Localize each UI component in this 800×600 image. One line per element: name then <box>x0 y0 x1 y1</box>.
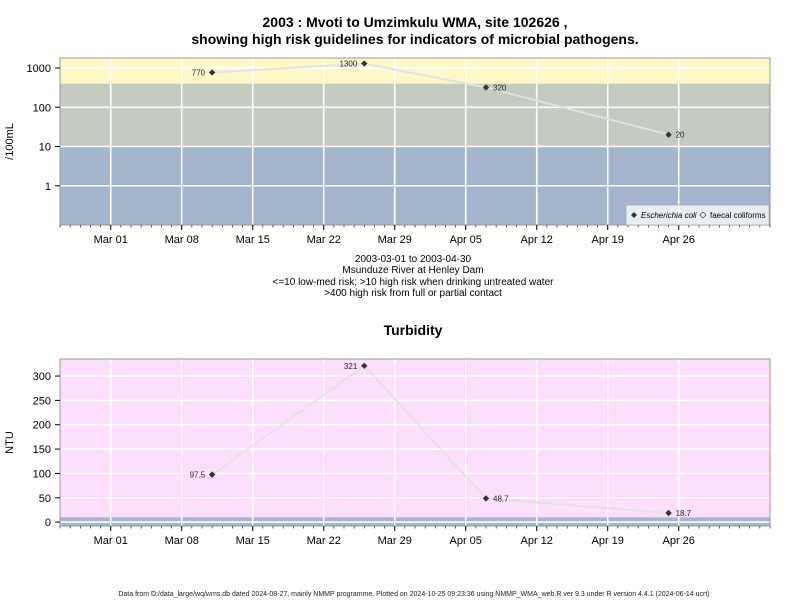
chart1-plot: Mar 01 Mar 08 Mar 15 Mar 22 Mar 29 Apr 05 Apr … <box>4 57 771 246</box>
chart1-subtitle: showing high risk guidelines for indicat… <box>191 31 638 47</box>
chart2-title: Turbidity <box>384 322 443 338</box>
chart2-y-tick-label: 100 <box>33 468 51 480</box>
chart1-risk-band <box>60 83 770 147</box>
chart2-series-line <box>211 364 669 514</box>
chart1-data-point <box>208 69 216 76</box>
chart2-x-tick-label: Mar 29 <box>378 535 412 547</box>
chart1-legend: Escherichia coli faecal coliforms <box>625 204 770 226</box>
chart1-data-label: 1300 <box>339 60 357 69</box>
chart2-x-tick-label: Mar 08 <box>165 535 199 547</box>
caption-site: Msunduze River at Henley Dam <box>342 265 483 276</box>
caption-date-range: 2003-03-01 to 2003-04-30 <box>355 254 472 265</box>
chart2-x-tick-label: Mar 22 <box>307 535 341 547</box>
chart1-x-tick-label: Apr 05 <box>450 234 482 246</box>
chart2-y-tick-label: 0 <box>45 517 51 529</box>
chart2-y-tick-label: 50 <box>39 493 51 505</box>
chart1-x-tick-label: Apr 26 <box>663 234 695 246</box>
chart2-data-label: 321 <box>344 362 358 371</box>
chart1-data-point <box>665 131 672 138</box>
chart1-y-tick-label: 1000 <box>27 63 51 75</box>
chart1-y-tick-label: 100 <box>33 102 51 114</box>
chart2-y-axis-label: NTU <box>4 431 16 454</box>
chart2-x-tick-label: Apr 05 <box>450 535 482 547</box>
chart2-x-tick-label: Apr 12 <box>521 535 553 547</box>
chart2-data-label: 48.7 <box>493 494 509 503</box>
chart1-data-point <box>482 84 490 91</box>
legend-marker-ecoli <box>631 212 637 218</box>
chart1-title: 2003 : Mvoti to Umzimkulu WMA, site 1026… <box>263 14 568 30</box>
chart1-y-tick-label: 10 <box>39 142 51 154</box>
chart2-data-point <box>665 509 672 517</box>
legend-entry-ecoli: Escherichia coli <box>641 211 697 220</box>
chart1-data-label: 770 <box>192 68 206 77</box>
caption-contact-risk: >400 high risk from full or partial cont… <box>324 288 502 299</box>
chart1-risk-band <box>60 58 770 84</box>
chart2-data-label: 18.7 <box>676 509 692 518</box>
chart2-x-tick-label: Apr 19 <box>592 535 624 547</box>
chart2-y-tick-label: 200 <box>33 420 51 432</box>
chart1-x-tick-label: Mar 22 <box>307 234 341 246</box>
chart2-risk-band <box>60 359 770 518</box>
chart1-y-tick-label: 1 <box>45 181 51 193</box>
chart1-x-tick-label: Mar 29 <box>378 234 412 246</box>
chart1-data-label: 20 <box>676 131 685 140</box>
legend-box <box>625 204 770 226</box>
chart2-plot: Mar 01 Mar 08 Mar 15 Mar 22 Mar 29 Apr 05 Apr … <box>4 358 771 547</box>
chart2-data-point <box>482 495 490 502</box>
chart1-data-point <box>361 60 368 67</box>
footer-note: Data from D:/data_large/wq/wms.db dated … <box>118 591 709 598</box>
legend-marker-faecal <box>699 211 707 219</box>
chart1-x-tick-label: Mar 15 <box>236 234 270 246</box>
chart1-x-tick-label: Apr 19 <box>592 234 624 246</box>
legend-entry-faecal: faecal coliforms <box>710 211 766 220</box>
chart2-x-tick-label: Apr 26 <box>663 535 695 547</box>
chart2-data-point <box>361 362 368 370</box>
chart1-series-line <box>212 62 669 136</box>
chart1-data-label: 320 <box>493 83 507 92</box>
chart1-y-axis-label: /100mL <box>4 123 16 160</box>
chart1-x-tick-label: Mar 08 <box>165 234 199 246</box>
chart1-x-tick-label: Apr 12 <box>521 234 553 246</box>
chart2-data-point <box>208 471 216 478</box>
caption-drinking-risk: <=10 low-med risk; >10 high risk when dr… <box>273 277 555 288</box>
chart2-x-tick-label: Mar 15 <box>236 535 270 547</box>
chart2-y-tick-label: 150 <box>33 444 51 456</box>
chart2-y-tick-label: 300 <box>33 371 51 383</box>
chart2-x-tick-label: Mar 01 <box>94 535 128 547</box>
chart2-y-tick-label: 250 <box>33 395 51 407</box>
chart1-x-tick-label: Mar 01 <box>94 234 128 246</box>
chart2-data-label: 97.5 <box>190 471 206 480</box>
